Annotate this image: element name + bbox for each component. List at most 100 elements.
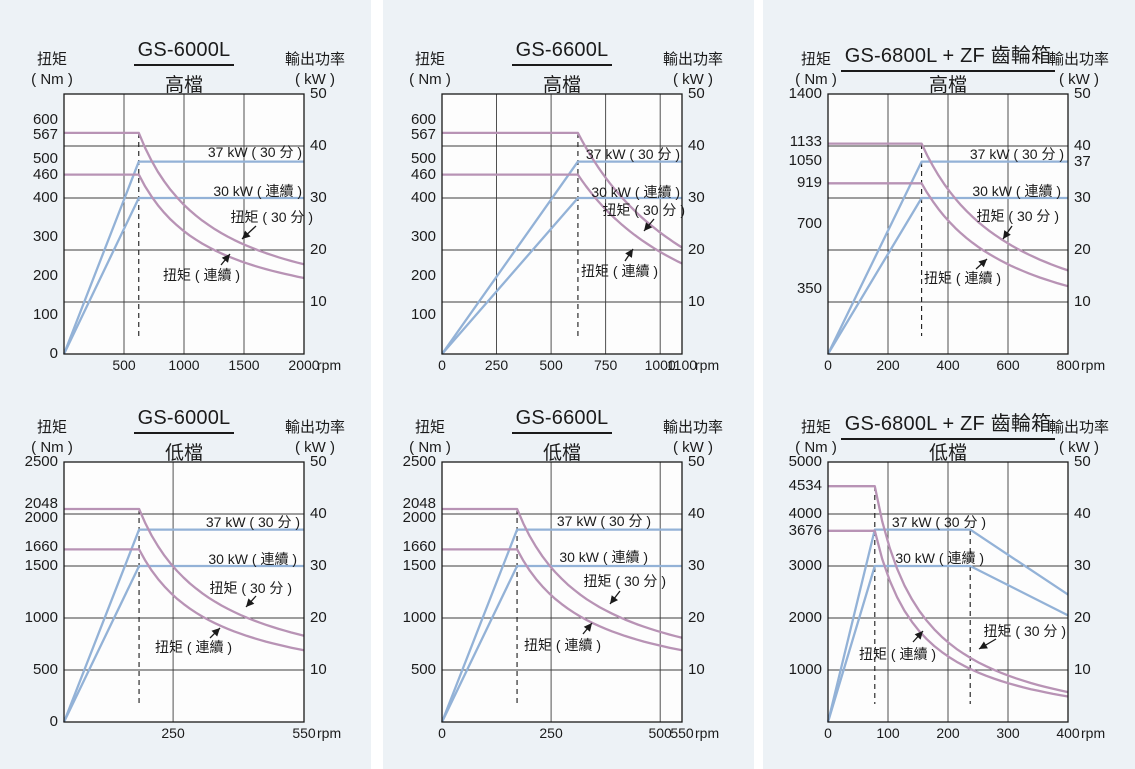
right-axis-title: 輸出功率( kW ) [284,51,345,88]
right-axis-tick: 30 [688,557,705,574]
right-axis-tick: 20 [688,241,705,258]
x-axis-tick: 500 [648,725,672,741]
chart-subtitle: 低檔 [542,443,581,464]
chart-title: GS-6600L [422,39,702,66]
x-axis-unit: rpm [695,725,720,741]
left-axis-tick: 1400 [788,85,822,102]
curve-label-0: 37 kW ( 30 分 ) [556,513,651,529]
curve-label-0: 37 kW ( 30 分 ) [207,144,302,160]
left-axis-tick: 600 [32,111,58,128]
chart-title-text: GS-6600L [511,407,613,434]
x-axis-tick: 750 [593,357,618,373]
curve-label-3: 扭矩 ( 連續 ) [859,646,936,662]
chart-panel-right: GS-6800L + ZF 齒輪箱 高檔 扭矩( Nm ) 輸出功率( kW ) 140… [763,0,1135,769]
right-axis-title: 輸出功率( kW ) [662,419,723,456]
right-axis-tick: 30 [1074,189,1091,206]
left-axis-tick: 300 [32,228,58,245]
left-axis-tick: 1500 [402,557,436,574]
right-axis-title: 輸出功率( kW ) [662,51,723,88]
right-axis-tick: 20 [1074,609,1091,626]
chart-gs6600l-high: GS-6600L 高檔 扭矩( Nm ) 輸出功率( kW ) 600 567 500 460… [383,0,754,373]
dashed-line-label: 623 [572,339,596,355]
left-axis-tick: 100 [32,306,58,323]
left-axis-tick: 2048 [402,495,436,512]
left-axis-tick: 1000 [24,609,58,626]
right-axis-tick: 40 [1074,137,1091,154]
left-axis-tick: 350 [796,280,822,297]
chart-title: GS-6000L [44,407,324,434]
left-axis-tick: 600 [410,111,436,128]
left-axis-tick: 0 [49,345,58,362]
x-axis-tick: 250 [161,725,185,741]
curve-label-1: 30 kW ( 連續 ) [895,550,984,566]
left-axis-tick: 567 [32,125,58,143]
chart-title-text: GS-6000L [133,39,235,66]
left-axis-tick: 500 [32,661,58,678]
left-axis-tick: 300 [410,228,436,245]
x-axis-tick: 0 [824,357,832,373]
right-axis-tick: 10 [1074,293,1091,310]
left-axis-tick: 2048 [24,495,58,512]
right-axis-tick: 10 [310,293,327,310]
right-axis-tick: 10 [688,661,705,678]
chart-title: GS-6800L + ZF 齒輪箱 [808,407,1088,440]
left-axis-tick: 200 [410,267,436,284]
right-axis-tick: 10 [1074,661,1091,678]
x-axis-tick: 550 [670,725,694,741]
dashed-line-label: 172 [133,707,157,723]
right-axis-tick: 40 [688,505,705,522]
left-axis-tick: 200 [32,267,58,284]
x-axis-tick: 500 [112,357,136,373]
curve-label-3: 扭矩 ( 連續 ) [581,263,658,279]
left-axis-tick: 2000 [24,509,58,526]
right-axis-tick: 50 [310,85,327,102]
right-axis-title: 輸出功率( kW ) [1048,51,1109,88]
chart-subtitle: 高檔 [164,75,203,96]
curve-label-3: 扭矩 ( 連續 ) [924,270,1001,286]
x-axis-unit: rpm [1081,357,1106,373]
chart-title-text: GS-6600L [511,39,613,66]
right-axis-tick: 50 [1074,453,1091,470]
x-axis-tick: 550 [292,725,316,741]
curve-label-1: 30 kW ( 連續 ) [213,183,302,199]
right-axis-tick: 30 [310,189,327,206]
right-axis-tick: 30 [1074,557,1091,574]
left-axis-tick: 919 [796,174,822,192]
x-axis-tick: 1100 [666,357,698,373]
left-axis-tick: 700 [796,215,822,232]
left-axis-title: 扭矩( Nm ) [31,419,73,456]
curve-label-1: 30 kW ( 連續 ) [559,549,648,565]
x-axis-tick: 500 [539,357,563,373]
left-axis-tick: 2000 [402,509,436,526]
x-axis-tick: 200 [936,725,960,741]
chart-title: GS-6800L + ZF 齒輪箱 [808,39,1088,72]
curve-label-2: 扭矩 ( 30 分 ) [209,580,292,596]
x-axis-tick: 1500 [228,357,260,373]
right-axis-tick: 50 [688,85,705,102]
right-axis-tick: 20 [1074,241,1091,258]
curve-label-3: 扭矩 ( 連續 ) [155,639,232,655]
left-axis-tick: 2500 [402,453,436,470]
x-axis-unit: rpm [695,357,720,373]
left-axis-tick: 500 [410,661,436,678]
x-axis-unit: rpm [317,725,342,741]
x-axis-tick: 1000 [168,357,200,373]
dashed-line-label: 172 [511,707,535,723]
curve-label-1: 30 kW ( 連續 ) [972,183,1061,199]
chart-panel-left: GS-6000L 高檔 扭矩( Nm ) 輸出功率( kW ) 600 567 500 460… [0,0,371,769]
curve-label-2: 扭矩 ( 30 分 ) [602,202,685,218]
left-axis-tick: 400 [32,189,58,206]
right-axis-tick: 40 [688,137,705,154]
x-axis-tick: 0 [824,725,832,741]
right-axis-tick: 37 [1074,152,1091,170]
left-axis-title: 扭矩( Nm ) [409,419,451,456]
dashed-line-label: 312 [915,339,940,355]
x-axis-tick: 800 [1056,357,1080,373]
curve-label-0: 37 kW ( 30 分 ) [891,514,986,530]
chart-title-text: GS-6800L + ZF 齒輪箱 [840,39,1056,72]
left-axis-tick: 1050 [788,152,822,169]
left-axis-tick: 3000 [788,557,822,574]
dashed-line-label: 623 [133,339,157,355]
right-axis-tick: 10 [310,661,327,678]
